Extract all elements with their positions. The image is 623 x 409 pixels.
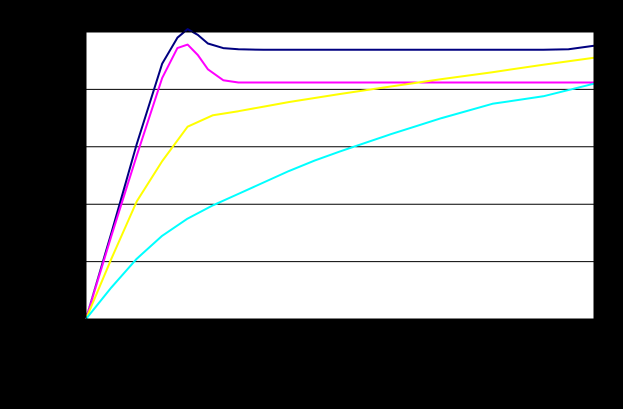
gridlines (86, 88, 594, 263)
series-lines (85, 28, 595, 320)
series-line-2 (85, 43, 594, 320)
plot-border (85, 31, 595, 320)
series-line-1 (85, 28, 595, 320)
series-line-3 (85, 56, 595, 320)
plot-area (85, 31, 595, 320)
series-line-4 (85, 82, 595, 320)
